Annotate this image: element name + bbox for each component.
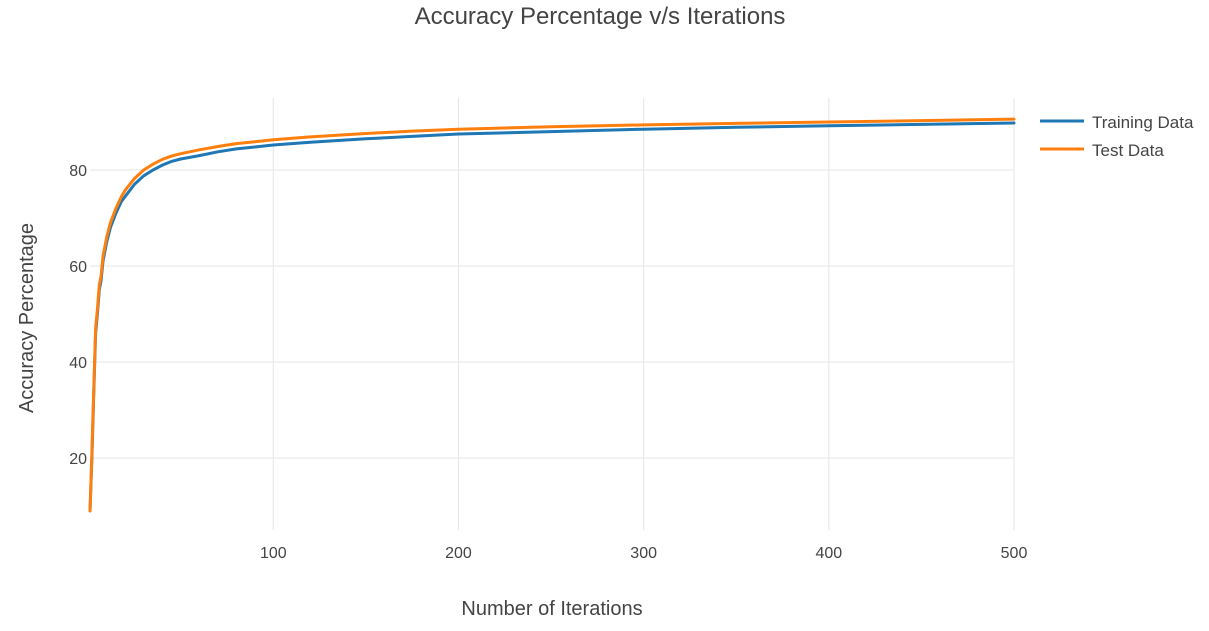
x-tick-label: 100 — [260, 545, 287, 562]
legend[interactable]: Training Data Test Data — [1040, 113, 1194, 160]
y-tick-label: 20 — [69, 451, 87, 468]
series-lines — [88, 117, 1016, 513]
x-tick-label: 400 — [815, 545, 842, 562]
legend-label-training: Training Data — [1092, 113, 1194, 132]
legend-item-test[interactable]: Test Data — [1040, 141, 1164, 160]
y-tick-label: 60 — [69, 259, 87, 276]
x-tick-label: 500 — [1001, 545, 1028, 562]
series-line-test — [88, 117, 1016, 513]
gridlines — [90, 98, 1015, 530]
y-tick-label: 40 — [69, 355, 87, 372]
x-tick-label: 200 — [445, 545, 472, 562]
y-axis-ticks: 20 40 60 80 — [69, 163, 87, 468]
x-tick-label: 300 — [630, 545, 657, 562]
legend-label-test: Test Data — [1092, 141, 1164, 160]
legend-item-training[interactable]: Training Data — [1040, 113, 1194, 132]
y-axis-title: Accuracy Percentage — [16, 223, 38, 413]
chart-title: Accuracy Percentage v/s Iterations — [415, 3, 786, 30]
series-line-training — [88, 121, 1016, 513]
x-axis-ticks: 100 200 300 400 500 — [260, 545, 1027, 562]
x-axis-title: Number of Iterations — [461, 598, 642, 620]
y-tick-label: 80 — [69, 163, 87, 180]
